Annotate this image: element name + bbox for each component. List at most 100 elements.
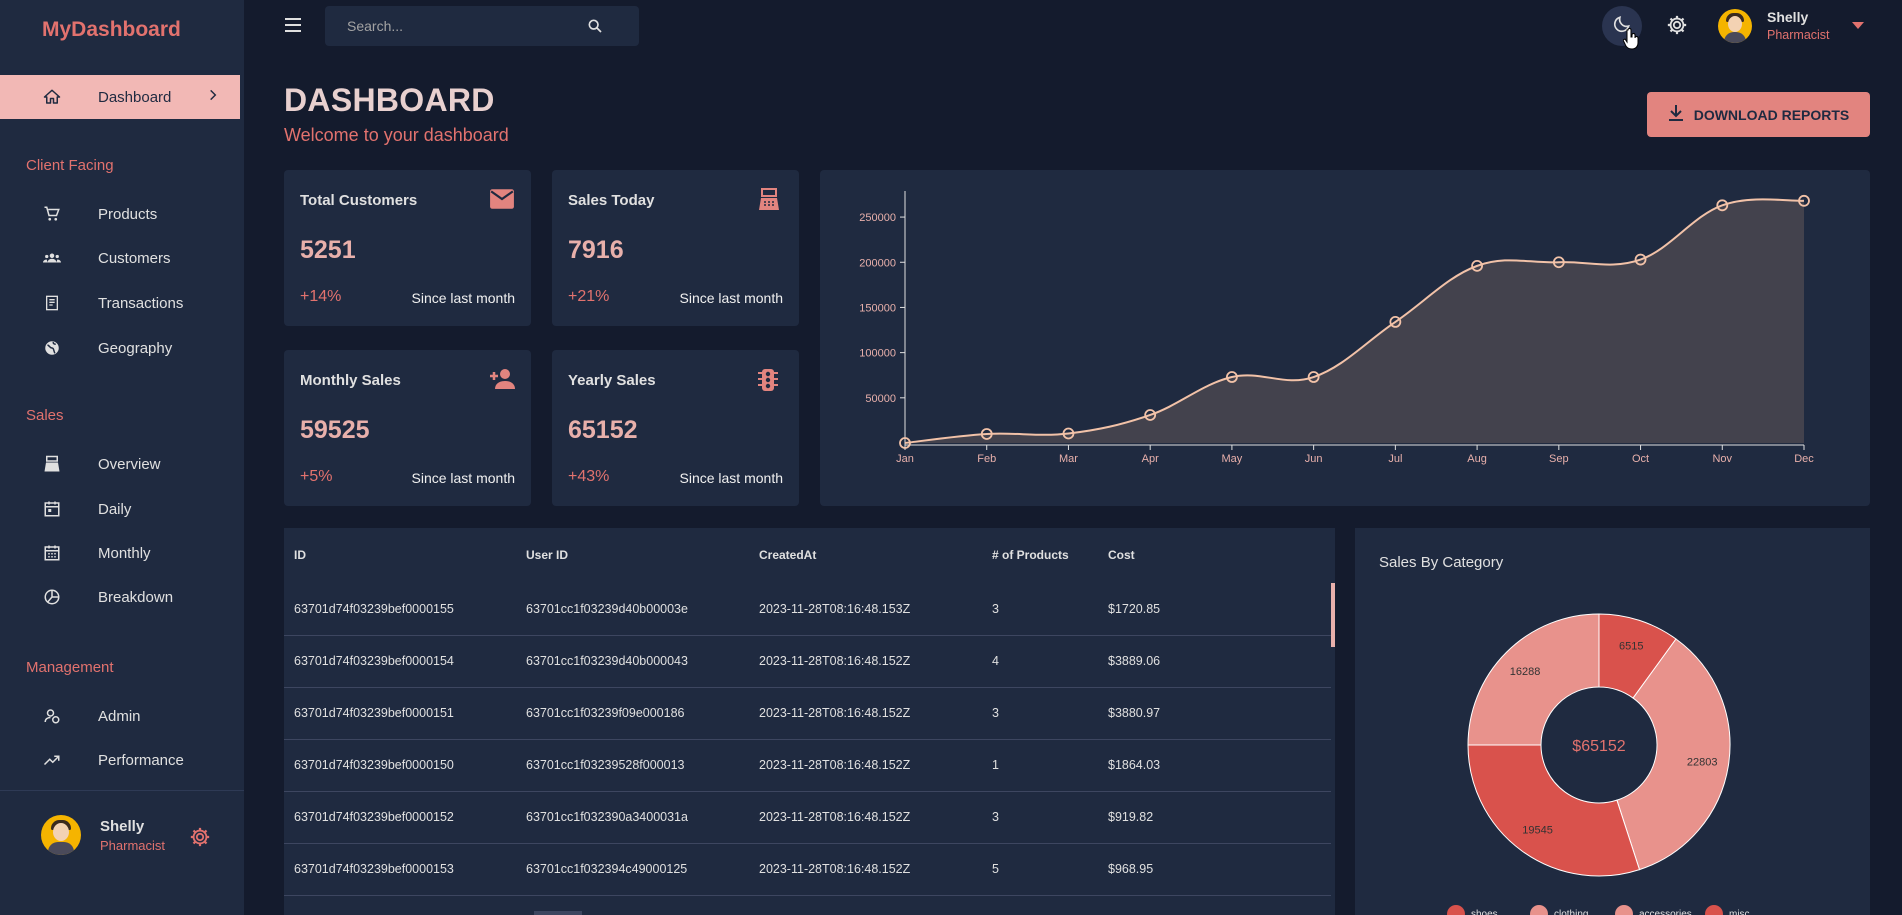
sales-by-category-pie: 6515 22803 19545 16288 $65152	[1467, 613, 1731, 877]
chart-area-fill	[905, 199, 1804, 443]
cell-cost: $968.95	[1108, 862, 1154, 876]
search-icon[interactable]	[585, 16, 605, 36]
stat-card-sales-today: Sales Today 7916 +21% Since last month	[552, 170, 799, 326]
column-header-products[interactable]: # of Products	[992, 548, 1069, 562]
menu-icon[interactable]	[282, 14, 304, 36]
sidebar-item-label: Transactions	[98, 294, 184, 312]
sidebar-item-dashboard[interactable]: Dashboard	[0, 75, 240, 119]
cell-id: 63701d74f03239bef0000155	[294, 602, 454, 616]
avatar[interactable]	[1718, 9, 1752, 43]
sidebar-item-label: Monthly	[98, 544, 151, 562]
cell-cost: $1720.85	[1108, 602, 1161, 616]
user-name: Shelly	[100, 818, 145, 835]
legend-label: shoes	[1471, 908, 1498, 915]
column-header-user-id[interactable]: User ID	[526, 548, 569, 562]
pie-slice-accessories	[1467, 744, 1641, 877]
download-label: DOWNLOAD REPORTS	[1693, 106, 1850, 123]
chart-data-point	[1307, 371, 1320, 383]
sidebar-item-customers[interactable]: Customers	[0, 236, 240, 280]
legend-item-misc[interactable]: misc	[1705, 905, 1750, 915]
groups-icon	[42, 248, 62, 268]
sidebar-item-products[interactable]: Products	[0, 192, 240, 236]
cell-id: 63701d74f03239bef0000151	[294, 706, 454, 720]
user-role: Pharmacist	[100, 838, 166, 853]
avatar[interactable]	[41, 815, 81, 855]
cell-created-at: 2023-11-28T08:16:48.152Z	[759, 810, 911, 824]
pie-slice-label: 22803	[1687, 756, 1718, 768]
cell-created-at: 2023-11-28T08:16:48.152Z	[759, 706, 911, 720]
moon-icon	[1612, 14, 1632, 39]
header-user-role: Pharmacist	[1767, 28, 1830, 42]
sidebar-item-monthly[interactable]: Monthly	[0, 531, 240, 575]
stat-card-yearly-sales: Yearly Sales 65152 +43% Since last month	[552, 350, 799, 506]
cell-user-id: 63701cc1f03239d40b000043	[526, 654, 688, 668]
traffic-icon	[757, 368, 783, 394]
stat-increase: +5%	[300, 468, 333, 485]
column-header-id[interactable]: ID	[294, 548, 306, 562]
settings-icon[interactable]	[1664, 12, 1690, 38]
chart-x-tick-label: Sep	[1549, 453, 1569, 465]
table-row[interactable]: 63701d74f03239bef0000153 63701cc1f032394…	[284, 844, 1331, 896]
table-scrollbar[interactable]	[1331, 583, 1335, 647]
sidebar-item-admin[interactable]: Admin	[0, 694, 240, 738]
point-of-sale-icon	[757, 188, 783, 214]
cell-id: 63701d74f03239bef0000150	[294, 758, 454, 772]
stat-since: Since last month	[679, 470, 784, 486]
legend-item-clothing[interactable]: clothing	[1530, 905, 1588, 915]
legend-item-shoes[interactable]: shoes	[1447, 905, 1498, 915]
table-row[interactable]: 63701d74f03239bef0000152 63701cc1f032390…	[284, 792, 1331, 844]
legend-item-accessories[interactable]: accessories	[1615, 905, 1692, 915]
sidebar-item-performance[interactable]: Performance	[0, 738, 240, 782]
calendar-month-icon	[42, 543, 62, 563]
stat-value: 65152	[568, 416, 638, 444]
sidebar: MyDashboard Dashboard Client Facing Prod…	[0, 0, 244, 915]
person-add-icon	[489, 368, 515, 394]
chart-x-tick-label: Oct	[1632, 453, 1649, 465]
shopping-cart-icon	[42, 204, 62, 224]
legend-label: accessories	[1639, 908, 1692, 915]
legend-dot	[1705, 905, 1723, 915]
pie-slice-label: 16288	[1510, 666, 1541, 678]
horizontal-scrollbar[interactable]	[534, 911, 582, 915]
stat-card-total-customers: Total Customers 5251 +14% Since last mon…	[284, 170, 531, 326]
stat-value: 59525	[300, 416, 370, 444]
legend-label: clothing	[1554, 908, 1589, 915]
table-row[interactable]: 63701d74f03239bef0000155 63701cc1f03239d…	[284, 584, 1331, 636]
cell-created-at: 2023-11-28T08:16:48.153Z	[759, 602, 911, 616]
cell-cost: $1864.03	[1108, 758, 1161, 772]
header-user-name: Shelly	[1767, 9, 1809, 25]
stat-since: Since last month	[679, 290, 784, 306]
gear-icon[interactable]	[188, 825, 212, 849]
sidebar-item-geography[interactable]: Geography	[0, 326, 240, 370]
stat-card-monthly-sales: Monthly Sales 59525 +5% Since last month	[284, 350, 531, 506]
sidebar-item-daily[interactable]: Daily	[0, 487, 240, 531]
stat-title: Total Customers	[300, 192, 418, 209]
cell-user-id: 63701cc1f03239d40b00003e	[526, 602, 688, 616]
sidebar-item-label: Products	[98, 205, 158, 223]
caret-down-icon[interactable]	[1850, 18, 1866, 34]
table-row[interactable]: 63701d74f03239bef0000150 63701cc1f032395…	[284, 740, 1331, 792]
column-header-cost[interactable]: Cost	[1108, 548, 1135, 562]
column-header-created-at[interactable]: CreatedAt	[759, 548, 817, 562]
pie-chart-icon	[42, 587, 62, 607]
search-input[interactable]	[347, 6, 587, 46]
cell-products: 1	[992, 758, 999, 772]
sidebar-item-transactions[interactable]: Transactions	[0, 281, 240, 325]
sidebar-item-breakdown[interactable]: Breakdown	[0, 575, 240, 619]
stat-title: Yearly Sales	[568, 372, 656, 389]
chart-x-tick-label: Nov	[1712, 453, 1732, 465]
pie-slice-label: 6515	[1619, 641, 1643, 653]
globe-icon	[42, 338, 62, 358]
app-logo[interactable]: MyDashboard	[42, 18, 181, 41]
legend-dot	[1447, 905, 1465, 915]
chart-data-point	[1144, 409, 1157, 421]
table-row[interactable]: 63701d74f03239bef0000151 63701cc1f03239f…	[284, 688, 1331, 740]
cell-user-id: 63701cc1f03239f09e000186	[526, 706, 685, 720]
sidebar-item-label: Dashboard	[98, 88, 172, 106]
chart-y-tick-label: 150000	[859, 302, 896, 314]
sidebar-item-overview[interactable]: Overview	[0, 442, 240, 486]
sales-line-chart-card: 50000 100000 150000 200000 250000 Jan Feb Mar Ap…	[820, 170, 1870, 506]
table-row[interactable]: 63701d74f03239bef0000154 63701cc1f03239d…	[284, 636, 1331, 688]
download-reports-button[interactable]: DOWNLOAD REPORTS	[1647, 92, 1870, 137]
chart-data-point	[1062, 427, 1075, 440]
